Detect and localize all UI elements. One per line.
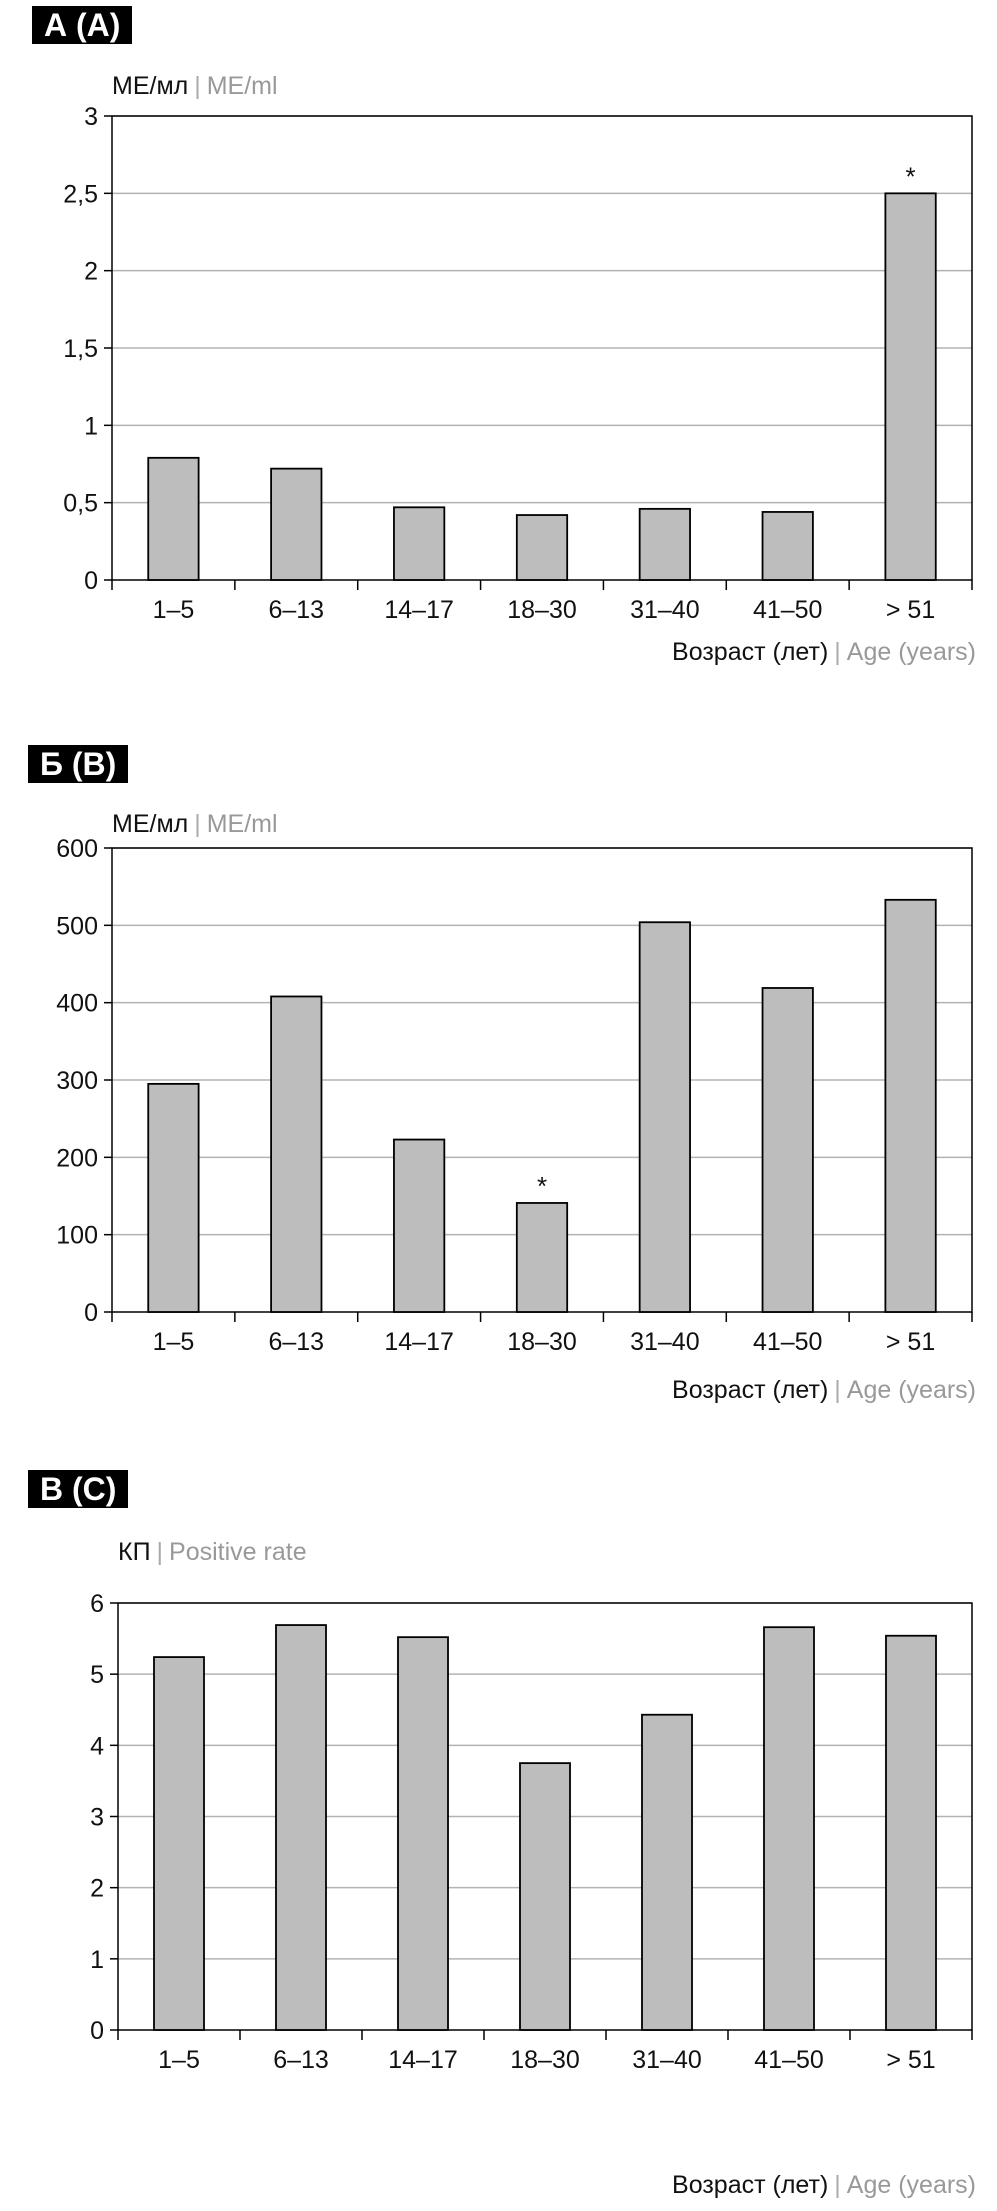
x-label-ru: Возраст (лет) (672, 1376, 829, 1404)
chart-panel-b: Б (B) МЕ/мл | ME/ml 0 100 200 300 400 500 600 1–5… (0, 740, 997, 1440)
y-tick-label: 300 (56, 1067, 98, 1095)
bar (885, 1634, 937, 2031)
y-tick-label: 6 (90, 1590, 104, 1618)
x-tick-label: 18–30 (507, 1328, 577, 1356)
x-tick-label: 14–17 (384, 1328, 454, 1356)
y-tick-label: 600 (56, 835, 98, 863)
bar-chart: 0 0,5 1 1,5 2 2,5 3 1–5 6–13 14–17 18–30 31–40 41–50… (63, 103, 973, 624)
x-tick-label: 31–40 (630, 1328, 700, 1356)
x-tick-label: > 51 (886, 2046, 935, 2074)
x-tick-label: 41–50 (754, 2046, 824, 2074)
y-unit-en: ME/ml (206, 810, 278, 838)
x-tick-label: 1–5 (158, 2046, 200, 2074)
bar (393, 1138, 446, 1313)
bar (638, 507, 691, 581)
x-axis-label: Возраст (лет) | Age (years) (672, 2171, 976, 2199)
y-tick-label: 0 (84, 1299, 98, 1327)
bar (270, 467, 323, 581)
y-tick-label: 4 (90, 1732, 104, 1760)
y-unit-ru: МЕ/мл (112, 72, 189, 100)
bar (147, 1082, 200, 1313)
x-axis-label: Возраст (лет) | Age (years) (672, 638, 976, 666)
x-label-ru: Возраст (лет) (672, 2171, 829, 2199)
x-tick-label: 6–13 (268, 1328, 324, 1356)
y-tick-label: 2 (84, 258, 98, 286)
x-tick-label: 31–40 (630, 596, 700, 624)
x-label-en: Age (years) (846, 2171, 976, 2199)
y-tick-label: 0 (84, 567, 98, 595)
x-label-ru: Возраст (лет) (672, 638, 829, 666)
y-tick-label: 200 (56, 1144, 98, 1172)
y-axis-label: МЕ/мл | ME/ml (112, 810, 278, 838)
bar (884, 898, 937, 1313)
x-tick-label: 41–50 (753, 1328, 823, 1356)
x-label-en: Age (years) (846, 1376, 976, 1404)
y-tick-label: 1 (90, 1946, 104, 1974)
chart-panel-a: А (A) МЕ/мл | ME/ml 0 0,5 1 1,5 2 2,5 3 1–5 6–13 14… (0, 0, 997, 700)
y-tick-label: 100 (56, 1222, 98, 1250)
panel-label: А (A) (32, 6, 133, 44)
bar (638, 921, 691, 1313)
y-axis-label: МЕ/мл | ME/ml (112, 72, 278, 100)
chart-panel-c: В (C) КП | Positive rate 0 1 2 3 4 5 6 1–5 6–13 14–… (0, 1465, 997, 2211)
y-tick-label: 1 (84, 412, 98, 440)
x-tick-label: > 51 (886, 596, 935, 624)
bar (275, 1624, 327, 2031)
bar-chart: 0 100 200 300 400 500 600 1–5 6–13 14–17 18–30 * 31–… (56, 835, 973, 1356)
bar (153, 1656, 205, 2031)
bar (397, 1636, 449, 2031)
y-tick-label: 3 (90, 1804, 104, 1832)
x-tick-label: 14–17 (384, 596, 454, 624)
x-tick-label: 14–17 (388, 2046, 458, 2074)
x-tick-label: 18–30 (510, 2046, 580, 2074)
bar (884, 192, 937, 581)
y-unit-en: ME/ml (206, 72, 278, 100)
y-tick-label: 400 (56, 990, 98, 1018)
panel-label: Б (B) (28, 745, 129, 783)
x-tick-label: 1–5 (153, 1328, 195, 1356)
x-tick-label: 31–40 (632, 2046, 702, 2074)
bar-chart: 0 1 2 3 4 5 6 1–5 6–13 14–17 18–30 31–40 41–50 > 51 (90, 1590, 973, 2074)
y-unit-ru: КП (118, 1538, 151, 1566)
bar (393, 506, 446, 581)
x-tick-label: 6–13 (273, 2046, 329, 2074)
x-tick-label: 18–30 (507, 596, 577, 624)
y-unit-en: Positive rate (169, 1538, 307, 1566)
y-tick-label: 5 (90, 1661, 104, 1689)
panel-label: В (C) (28, 1470, 129, 1508)
y-tick-label: 1,5 (63, 335, 98, 363)
y-tick-label: 500 (56, 912, 98, 940)
x-label-en: Age (years) (846, 638, 976, 666)
y-tick-label: 0 (90, 2017, 104, 2045)
bar (763, 1626, 815, 2031)
y-tick-label: 3 (84, 103, 98, 131)
bar (515, 1202, 569, 1313)
bar (519, 1762, 571, 2031)
y-axis-label: КП | Positive rate (118, 1538, 307, 1566)
bar (270, 995, 323, 1313)
bar (761, 987, 814, 1313)
significance-marker: * (537, 1171, 547, 1201)
y-unit-ru: МЕ/мл (112, 810, 189, 838)
y-tick-label: 2,5 (63, 180, 98, 208)
bar (761, 511, 814, 581)
bar (641, 1713, 693, 2031)
x-axis-label: Возраст (лет) | Age (years) (672, 1376, 976, 1404)
x-tick-label: 1–5 (153, 596, 195, 624)
x-tick-label: > 51 (886, 1328, 935, 1356)
significance-marker: * (906, 161, 916, 191)
bar (147, 456, 200, 581)
x-tick-label: 6–13 (268, 596, 324, 624)
y-tick-label: 0,5 (63, 490, 98, 518)
x-tick-label: 41–50 (753, 596, 823, 624)
bar (515, 514, 569, 581)
y-tick-label: 2 (90, 1875, 104, 1903)
